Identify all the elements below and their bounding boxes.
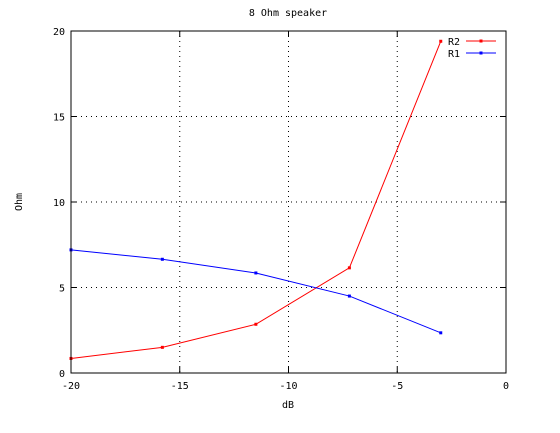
y-tick-label: 15 — [53, 113, 65, 124]
data-point-r2 — [439, 39, 443, 43]
x-axis-label: dB — [282, 400, 294, 411]
plot-frame — [70, 30, 507, 374]
legend-label: R1 — [448, 49, 460, 60]
axis-ticks: -20 -15 -10 -5 0 0 5 10 15 20 — [53, 27, 509, 392]
data-point-r1 — [160, 257, 164, 261]
y-tick-label: 5 — [59, 284, 65, 295]
data-point-r1 — [439, 331, 443, 335]
data-point-r2 — [254, 322, 258, 326]
legend-marker — [479, 39, 483, 43]
legend-label: R2 — [448, 37, 460, 48]
y-axis-label: Ohm — [14, 193, 25, 211]
grid — [71, 31, 506, 373]
data-point-r2 — [347, 266, 351, 270]
x-tick-label: 0 — [503, 381, 509, 392]
y-tick-label: 20 — [53, 27, 65, 38]
series-layer — [69, 39, 443, 360]
series-line-r1 — [70, 249, 441, 334]
y-tick-label: 0 — [59, 369, 65, 380]
x-tick-label: -15 — [171, 381, 189, 392]
data-point-r1 — [254, 271, 258, 275]
x-tick-label: -5 — [391, 381, 403, 392]
legend-marker — [479, 51, 483, 55]
x-tick-label: -10 — [279, 381, 297, 392]
x-tick-label: -20 — [62, 381, 80, 392]
chart-title: 8 Ohm speaker — [249, 8, 327, 19]
data-point-r2 — [160, 345, 164, 349]
data-point-r1 — [347, 294, 351, 298]
y-tick-label: 10 — [53, 198, 65, 209]
